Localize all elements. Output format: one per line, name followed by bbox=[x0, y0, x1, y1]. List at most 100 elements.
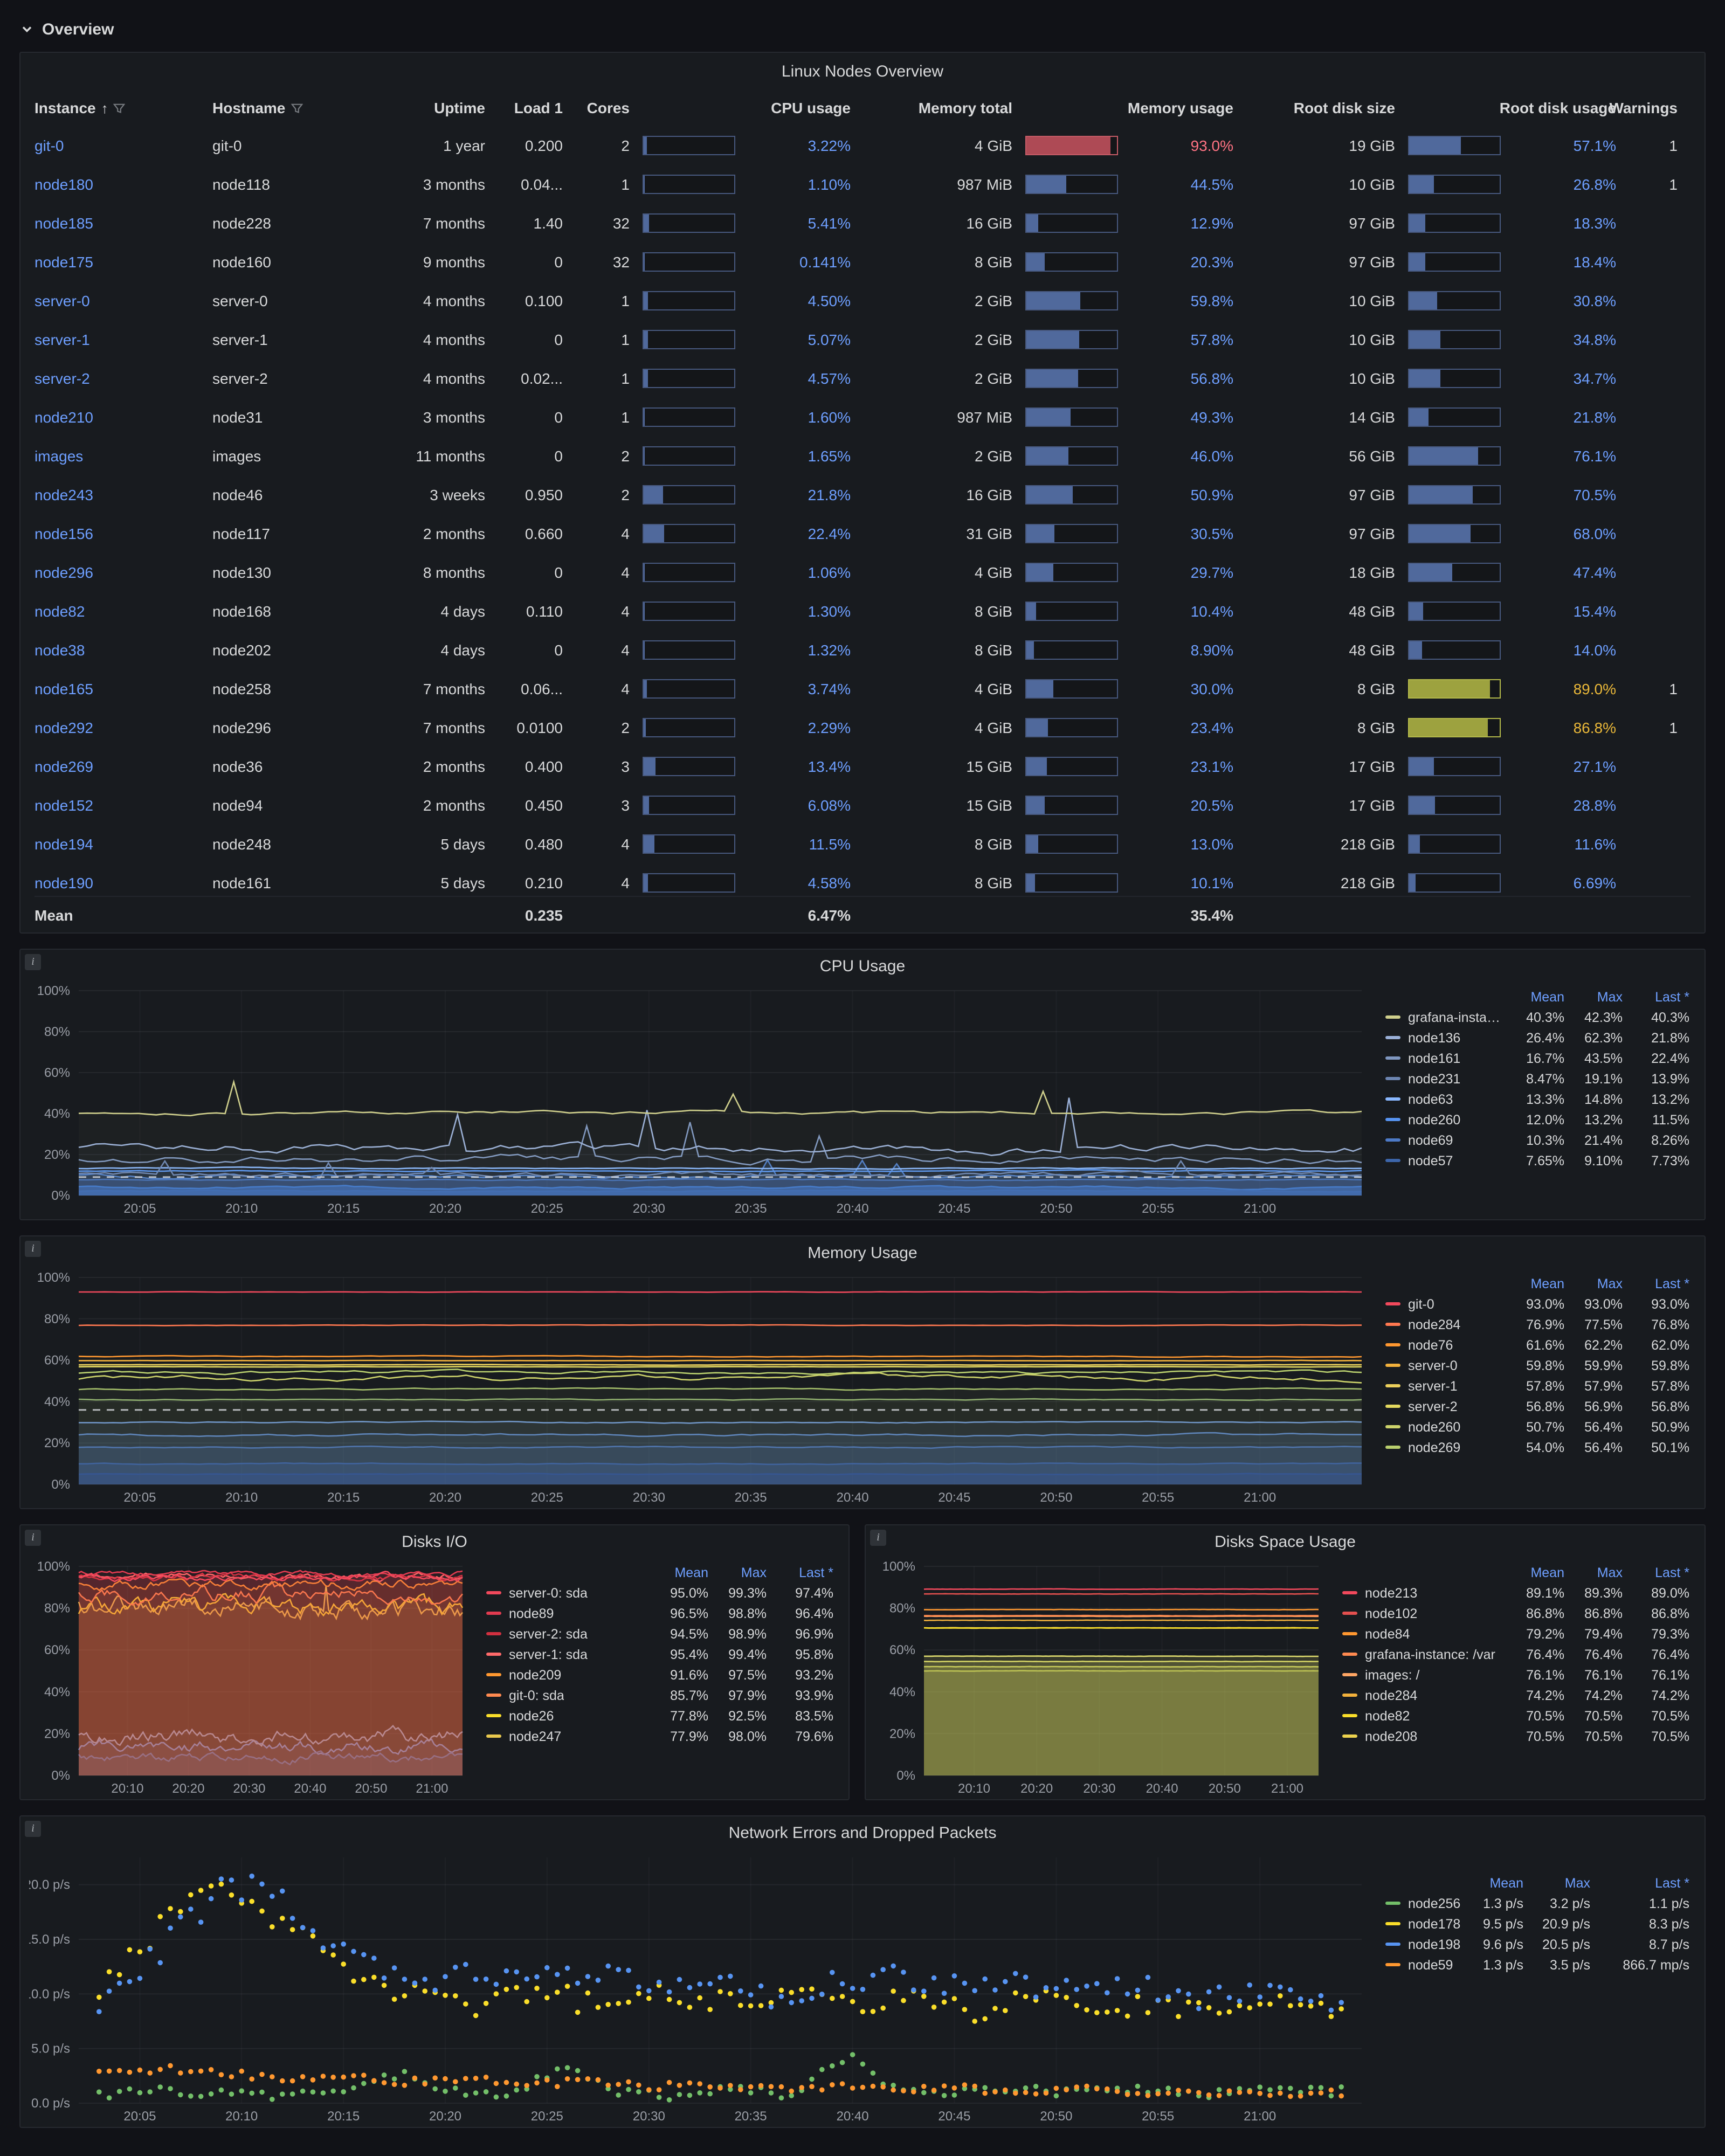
legend-series-row[interactable]: node89 96.5% 98.8% 96.4% bbox=[486, 1603, 833, 1623]
filter-icon[interactable] bbox=[291, 102, 303, 114]
legend-series-row[interactable]: server-1 57.8% 57.9% 57.8% bbox=[1385, 1376, 1689, 1396]
instance-link[interactable]: git-0 bbox=[34, 137, 64, 154]
col-header-memory-usage[interactable]: Memory usage bbox=[1127, 99, 1233, 116]
legend-series-row[interactable]: node63 13.3% 14.8% 13.2% bbox=[1385, 1089, 1689, 1109]
legend-series-row[interactable]: node84 79.2% 79.4% 79.3% bbox=[1342, 1623, 1689, 1644]
instance-link[interactable]: node152 bbox=[34, 797, 94, 814]
col-header-root-disk-size[interactable]: Root disk size bbox=[1293, 99, 1395, 116]
panel-info-icon[interactable]: i bbox=[25, 1821, 41, 1837]
col-header-uptime[interactable]: Uptime bbox=[434, 99, 485, 116]
instance-link[interactable]: node180 bbox=[34, 176, 94, 193]
instance-link[interactable]: node296 bbox=[34, 564, 94, 581]
legend-series-row[interactable]: node26 77.8% 92.5% 83.5% bbox=[486, 1705, 833, 1726]
legend-series-row[interactable]: node284 74.2% 74.2% 74.2% bbox=[1342, 1685, 1689, 1705]
legend-series-row[interactable]: node260 12.0% 13.2% 11.5% bbox=[1385, 1109, 1689, 1130]
memory-usage-chart[interactable]: 0% 20% 40% 60% 80% 100% 20:05 20:10 20:15 20:20 20… bbox=[29, 1269, 1372, 1506]
cpu-usage-chart[interactable]: 0% 20% 40% 60% 80% 100% 20:05 20:10 20:15 20:20 20… bbox=[29, 982, 1372, 1217]
legend-sort-header[interactable]: Mean bbox=[1530, 1276, 1564, 1291]
legend-series-row[interactable]: node260 50.7% 56.4% 50.9% bbox=[1385, 1416, 1689, 1437]
legend-series-row[interactable]: node178 9.5 p/s 20.9 p/s 8.3 p/s bbox=[1385, 1913, 1689, 1934]
filter-icon[interactable] bbox=[113, 102, 126, 114]
legend-series-row[interactable]: node69 10.3% 21.4% 8.26% bbox=[1385, 1130, 1689, 1150]
legend-series-row[interactable]: node247 77.9% 98.0% 79.6% bbox=[486, 1726, 833, 1746]
legend-sort-header[interactable]: Mean bbox=[1530, 1565, 1564, 1580]
legend-series-row[interactable]: node208 70.5% 70.5% 70.5% bbox=[1342, 1726, 1689, 1746]
legend-series-row[interactable]: node136 26.4% 62.3% 21.8% bbox=[1385, 1027, 1689, 1048]
legend-series-row[interactable]: node231 8.47% 19.1% 13.9% bbox=[1385, 1068, 1689, 1089]
legend-sort-header[interactable]: Max bbox=[1597, 1276, 1623, 1291]
legend-series-row[interactable]: server-2: sda 94.5% 98.9% 96.9% bbox=[486, 1623, 833, 1644]
legend-series-row[interactable]: node102 86.8% 86.8% 86.8% bbox=[1342, 1603, 1689, 1623]
panel-title[interactable]: CPU Usage bbox=[819, 957, 906, 976]
panel-title[interactable]: Linux Nodes Overview bbox=[781, 63, 944, 81]
instance-link[interactable]: node269 bbox=[34, 758, 94, 775]
instance-link[interactable]: node165 bbox=[34, 680, 94, 697]
legend-series-row[interactable]: node57 7.65% 9.10% 7.73% bbox=[1385, 1150, 1689, 1171]
instance-link[interactable]: node194 bbox=[34, 835, 94, 853]
legend-series-row[interactable]: server-2 56.8% 56.9% 56.8% bbox=[1385, 1396, 1689, 1416]
legend-sort-header[interactable]: Last * bbox=[1655, 1875, 1689, 1890]
instance-link[interactable]: node190 bbox=[34, 874, 94, 892]
instance-link[interactable]: server-2 bbox=[34, 370, 90, 387]
legend-series-row[interactable]: grafana-instance: /var 76.4% 76.4% 76.4% bbox=[1342, 1644, 1689, 1664]
legend-sort-header[interactable]: Last * bbox=[1655, 1276, 1689, 1291]
instance-link[interactable]: server-0 bbox=[34, 292, 90, 309]
legend-series-row[interactable]: git-0: sda 85.7% 97.9% 93.9% bbox=[486, 1685, 833, 1705]
col-header-warnings[interactable]: Warnings bbox=[1609, 99, 1678, 116]
instance-link[interactable]: node243 bbox=[34, 486, 94, 503]
network-errors-chart[interactable]: 0.0 p/s 5.0 p/s 10.0 p/s 15.0 p/s 20.0 p/s 20… bbox=[29, 1849, 1372, 2125]
legend-sort-header[interactable]: Last * bbox=[1655, 1565, 1689, 1580]
instance-link[interactable]: node185 bbox=[34, 215, 94, 232]
col-header-instance[interactable]: Instance ↑ bbox=[34, 99, 212, 116]
panel-info-icon[interactable]: i bbox=[25, 1530, 41, 1546]
panel-title[interactable]: Network Errors and Dropped Packets bbox=[728, 1824, 997, 1842]
legend-sort-header[interactable]: Max bbox=[741, 1565, 767, 1580]
legend-sort-header[interactable]: Max bbox=[1597, 989, 1623, 1004]
col-header-hostname[interactable]: Hostname bbox=[212, 99, 374, 116]
panel-title[interactable]: Disks Space Usage bbox=[1215, 1533, 1356, 1551]
legend-sort-header[interactable]: Mean bbox=[1530, 989, 1564, 1004]
legend-series-row[interactable]: git-0 93.0% 93.0% 93.0% bbox=[1385, 1294, 1689, 1314]
legend-sort-header[interactable]: Last * bbox=[1655, 989, 1689, 1004]
instance-link[interactable]: node292 bbox=[34, 719, 94, 736]
legend-series-row[interactable]: node82 70.5% 70.5% 70.5% bbox=[1342, 1705, 1689, 1726]
legend-series-row[interactable]: server-0 59.8% 59.9% 59.8% bbox=[1385, 1355, 1689, 1376]
panel-info-icon[interactable]: i bbox=[25, 954, 41, 970]
legend-series-row[interactable]: node284 76.9% 77.5% 76.8% bbox=[1385, 1314, 1689, 1335]
legend-series-row[interactable]: node198 9.6 p/s 20.5 p/s 8.7 p/s bbox=[1385, 1934, 1689, 1954]
instance-link[interactable]: server-1 bbox=[34, 331, 90, 348]
legend-series-row[interactable]: node256 1.3 p/s 3.2 p/s 1.1 p/s bbox=[1385, 1893, 1689, 1913]
legend-series-row[interactable]: server-0: sda 95.0% 99.3% 97.4% bbox=[486, 1583, 833, 1603]
instance-link[interactable]: node210 bbox=[34, 409, 94, 426]
dashboard-row-header[interactable]: Overview bbox=[19, 13, 1706, 45]
legend-series-row[interactable]: node76 61.6% 62.2% 62.0% bbox=[1385, 1335, 1689, 1355]
panel-title[interactable]: Disks I/O bbox=[402, 1533, 467, 1551]
instance-link[interactable]: images bbox=[34, 447, 84, 465]
panel-info-icon[interactable]: i bbox=[870, 1530, 886, 1546]
instance-link[interactable]: node38 bbox=[34, 641, 85, 659]
disks-io-chart[interactable]: 0% 20% 40% 60% 80% 100% 20:10 20:20 20:30 20:40 20… bbox=[29, 1558, 473, 1797]
legend-series-row[interactable]: node269 54.0% 56.4% 50.1% bbox=[1385, 1437, 1689, 1457]
legend-sort-header[interactable]: Mean bbox=[1489, 1875, 1523, 1890]
col-header-cores[interactable]: Cores bbox=[586, 99, 630, 116]
table-body[interactable]: git-0 git-0 1 year 0.200 2 3.22% 4 GiB 9… bbox=[34, 126, 1690, 896]
legend-sort-header[interactable]: Last * bbox=[799, 1565, 833, 1580]
col-header-memory-total[interactable]: Memory total bbox=[918, 99, 1012, 116]
instance-link[interactable]: node175 bbox=[34, 253, 94, 271]
col-header-root-disk-usage[interactable]: Root disk usage bbox=[1499, 99, 1616, 116]
instance-link[interactable]: node156 bbox=[34, 525, 94, 542]
legend-sort-header[interactable]: Mean bbox=[674, 1565, 708, 1580]
legend-series-row[interactable]: images: /76.1% 76.1% 76.1% bbox=[1342, 1664, 1689, 1685]
col-header-cpu-usage[interactable]: CPU usage bbox=[771, 99, 851, 116]
legend-sort-header[interactable]: Max bbox=[1597, 1565, 1623, 1580]
instance-link[interactable]: node82 bbox=[34, 603, 85, 620]
col-header-load1[interactable]: Load 1 bbox=[514, 99, 563, 116]
legend-sort-header[interactable]: Max bbox=[1564, 1875, 1590, 1890]
panel-title[interactable]: Memory Usage bbox=[808, 1244, 917, 1262]
legend-series-row[interactable]: node59 1.3 p/s 3.5 p/s 866.7 mp/s bbox=[1385, 1954, 1689, 1975]
legend-series-row[interactable]: node213 89.1% 89.3% 89.0% bbox=[1342, 1583, 1689, 1603]
legend-series-row[interactable]: node161 16.7% 43.5% 22.4% bbox=[1385, 1048, 1689, 1068]
disks-space-usage-chart[interactable]: 0% 20% 40% 60% 80% 100% 20:10 20:20 20:30 20:40 20… bbox=[874, 1558, 1329, 1797]
legend-series-row[interactable]: grafana-instance 40.3% 42.3% 40.3% bbox=[1385, 1007, 1689, 1027]
panel-info-icon[interactable]: i bbox=[25, 1241, 41, 1257]
